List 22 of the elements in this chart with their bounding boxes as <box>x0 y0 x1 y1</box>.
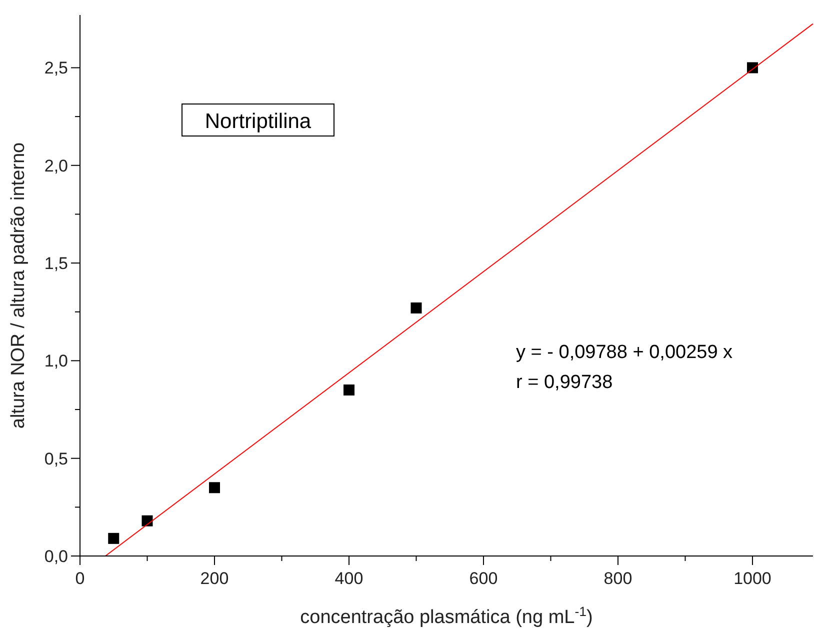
point <box>208 482 220 494</box>
y-tick-label: 2,5 <box>44 58 68 78</box>
y-axis-title: altura NOR / altura padrão interno <box>8 142 29 429</box>
y-tick-label: 0,5 <box>44 449 68 468</box>
x-tick-label: 200 <box>200 569 229 588</box>
annotation: r = 0,99738 <box>516 372 613 393</box>
x-axis-title: concentração plasmática (ng mL$^{-1}$) <box>300 604 593 628</box>
point <box>108 532 120 544</box>
annotation: Nortriptilina <box>204 110 312 133</box>
x-tick-label: 600 <box>469 569 498 588</box>
x-tick-label: 400 <box>334 569 364 588</box>
point <box>343 384 354 396</box>
x-tick-label: 1000 <box>734 569 772 588</box>
y-tick-label: 1,5 <box>44 254 68 273</box>
y-tick-label: 1,0 <box>44 352 68 371</box>
point <box>142 515 153 526</box>
x-tick-label: 800 <box>604 569 632 588</box>
y-tick-label: 2,0 <box>44 156 68 176</box>
y-tick-label: 0,0 <box>44 546 68 566</box>
annotation: y = - 0,09788 + 0,00259 x <box>516 342 734 363</box>
x-tick-label: 0 <box>75 569 85 588</box>
point <box>410 302 422 314</box>
